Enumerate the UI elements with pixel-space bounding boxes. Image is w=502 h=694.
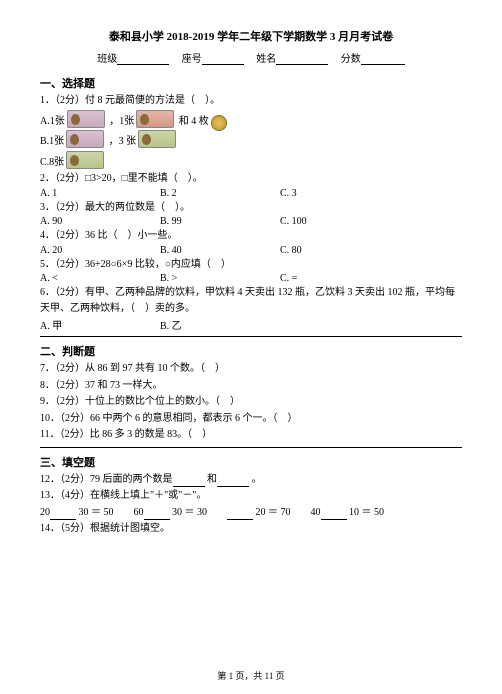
- section-1-heading: 一、选择题: [40, 75, 462, 91]
- q2-options: A. 1 B. 2 C. 3: [40, 188, 462, 199]
- banknote-5-icon: [66, 130, 104, 148]
- label-seat: 座号: [182, 54, 202, 65]
- q13-line: 20 30 ＝ 50 60 30 ＝ 30 20 ＝ 70 40 10 ＝ 50: [40, 505, 462, 521]
- coin-icon: [211, 115, 227, 131]
- banknote-1g-icon: [138, 130, 176, 148]
- q11: 11．（2分）比 86 多 3 的数是 83。（ ）: [40, 427, 462, 443]
- q3-options: A. 90 B. 99 C. 100: [40, 216, 462, 227]
- label-class: 班级: [97, 54, 117, 65]
- q1: 1．（2分）付 8 元最简便的方法是（ ）。: [40, 93, 462, 109]
- label-name: 姓名: [256, 54, 276, 65]
- q8: 8．（2分）37 和 73 一样大。: [40, 378, 462, 394]
- divider: [40, 336, 462, 337]
- banknote-1g-icon: [66, 151, 104, 169]
- q13: 13．（4分）在横线上填上"＋"或"－"。: [40, 488, 462, 504]
- label-score: 分数: [341, 54, 361, 65]
- q1-opt-a: A.1张 ，1张 和 4 枚: [40, 110, 462, 130]
- q6-options: A. 甲 B. 乙: [40, 317, 462, 332]
- q1-opt-b: B.1张 ，3 张: [40, 130, 462, 150]
- q4: 4．（2分）36 比（ ）小一些。: [40, 228, 462, 244]
- q6: 6．（2分）有甲、乙两种品牌的饮料，甲饮料 4 天卖出 132 瓶，乙饮料 3 …: [40, 285, 462, 316]
- q12: 12．（2分）79 后面的两个数是 和 。: [40, 472, 462, 488]
- q1-opt-c: C.8张: [40, 151, 462, 171]
- divider: [40, 447, 462, 448]
- q5: 5．（2分）36+28○6×9 比较，○内应填（ ）: [40, 257, 462, 273]
- q9: 9．（2分）十位上的数比个位上的数小。（ ）: [40, 394, 462, 410]
- q3: 3．（2分）最大的两位数是（ ）。: [40, 200, 462, 216]
- exam-title: 泰和县小学 2018-2019 学年二年级下学期数学 3 月月考试卷: [40, 28, 462, 44]
- info-row: 班级 座号 姓名 分数: [40, 50, 462, 65]
- q5-options: A. < B. > C. =: [40, 273, 462, 284]
- page-footer: 第 1 页，共 11 页: [0, 669, 502, 682]
- q10: 10．（2分）66 中两个 6 的意思相同，都表示 6 个一。（ ）: [40, 411, 462, 427]
- q14: 14．（5分）根据统计图填空。: [40, 521, 462, 537]
- banknote-5-icon: [67, 110, 105, 128]
- section-3-heading: 三、填空题: [40, 454, 462, 470]
- banknote-1-icon: [136, 110, 174, 128]
- q4-options: A. 20 B. 40 C. 80: [40, 245, 462, 256]
- q2: 2．（2分）□3>20，□里不能填（ ）。: [40, 171, 462, 187]
- q7: 7．（2分）从 86 到 97 共有 10 个数。（ ）: [40, 361, 462, 377]
- section-2-heading: 二、判断题: [40, 343, 462, 359]
